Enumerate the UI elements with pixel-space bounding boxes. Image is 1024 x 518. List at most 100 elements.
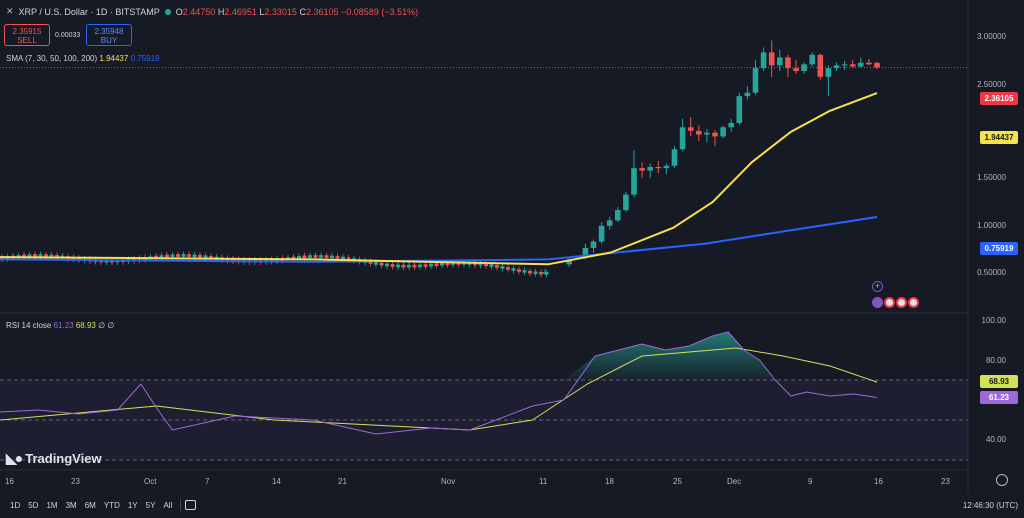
candle-body xyxy=(696,130,702,135)
range-1m-button[interactable]: 1M xyxy=(46,500,58,510)
candle-body xyxy=(209,256,213,259)
flag-icon[interactable] xyxy=(872,297,920,309)
candle-body xyxy=(374,262,378,265)
candle-body xyxy=(752,68,759,93)
sma-slow-tag: 0.75919 xyxy=(980,242,1018,255)
buy-button[interactable]: 2.35948 BUY xyxy=(86,24,132,46)
candle-body xyxy=(623,194,629,211)
candle-body xyxy=(192,254,197,258)
candle-body xyxy=(728,122,734,128)
rsi-tick: 80.00 xyxy=(985,356,1006,365)
sma-fast-value: 1.94437 xyxy=(99,54,129,63)
candle-body xyxy=(590,241,597,248)
calendar-range-icon[interactable] xyxy=(185,500,197,510)
candle-body xyxy=(801,64,807,71)
candle-body xyxy=(346,257,351,261)
candle-body xyxy=(533,271,538,275)
candle-body xyxy=(495,265,499,268)
date-tick: 9 xyxy=(808,477,813,486)
candle-body xyxy=(539,271,543,275)
tradingview-mark-icon: ◣● xyxy=(6,450,23,466)
range-1y-button[interactable]: 1Y xyxy=(127,500,138,510)
clock-time[interactable]: 12:46:30 (UTC) xyxy=(962,500,1018,510)
candle-body xyxy=(324,255,329,258)
candle-body xyxy=(308,255,312,258)
date-tick: 11 xyxy=(539,477,548,486)
candle-body xyxy=(429,263,433,267)
candle-body xyxy=(297,255,301,259)
range-3m-button[interactable]: 3M xyxy=(65,500,77,510)
live-dot-icon xyxy=(164,8,171,15)
candle-body xyxy=(500,266,505,269)
date-tick: 7 xyxy=(205,477,210,486)
candle-body xyxy=(687,127,694,131)
candle-body xyxy=(506,267,510,270)
candle-body xyxy=(874,62,880,68)
range-ytd-button[interactable]: YTD xyxy=(103,500,120,510)
symbol-title[interactable]: XRP / U.S. Dollar · 1D · BITSTAMP xyxy=(18,6,160,17)
date-tick: 23 xyxy=(71,477,80,486)
candle-body xyxy=(434,263,439,266)
range-5d-button[interactable]: 5D xyxy=(28,500,39,510)
candle-body xyxy=(44,254,48,257)
settings-icon[interactable] xyxy=(996,474,1008,486)
candle-body xyxy=(655,166,662,169)
candle-body xyxy=(203,255,208,259)
candle-body xyxy=(841,64,848,66)
candle-body xyxy=(319,255,323,258)
candle-body xyxy=(866,62,872,65)
candle-body xyxy=(401,264,406,268)
date-tick: 18 xyxy=(605,477,614,486)
candle-body xyxy=(566,259,572,265)
candle-body xyxy=(598,225,605,242)
candle-body xyxy=(33,254,37,257)
price-tick: 1.50000 xyxy=(977,173,1006,182)
rsi-ma-value: 68.93 xyxy=(75,321,96,330)
candle-body xyxy=(341,256,345,260)
candle-body xyxy=(522,270,527,273)
sma-label: SMA (7, 30, 50, 100, 200) xyxy=(6,54,98,63)
symbol-header: ✕ XRP / U.S. Dollar · 1D · BITSTAMP O2.4… xyxy=(6,6,418,17)
rsi-extra: ∅ ∅ xyxy=(98,321,115,330)
date-tick: 21 xyxy=(338,477,347,486)
candle-body xyxy=(154,255,158,259)
candle-body xyxy=(198,254,202,258)
rsi-legend[interactable]: RSI 14 close 61.23 68.93 ∅ ∅ xyxy=(6,321,114,330)
rsi-ma-tag: 68.93 xyxy=(980,375,1018,388)
candle-body xyxy=(159,255,164,258)
rsi-overbought-fill xyxy=(563,332,791,380)
rsi-tag: 61.23 xyxy=(980,391,1018,404)
candle-body xyxy=(165,254,169,258)
date-tick: 16 xyxy=(874,477,883,486)
candle-body xyxy=(777,57,783,66)
candle-body xyxy=(440,262,444,266)
bottom-toolbar: 1D 5D 1M 3M 6M YTD 1Y 5Y All 12:46:30 (U… xyxy=(0,492,1024,518)
toolbar-divider xyxy=(180,499,182,511)
date-tick: 16 xyxy=(5,477,14,486)
sell-button[interactable]: 2.35915 SELL xyxy=(4,24,50,46)
buy-price: 2.35948 xyxy=(94,27,124,36)
plus-icon[interactable]: + xyxy=(872,281,883,292)
sma-legend[interactable]: SMA (7, 30, 50, 100, 200) 1.94437 0.7591… xyxy=(6,54,159,63)
candle-body xyxy=(517,269,521,272)
range-1d-button[interactable]: 1D xyxy=(10,500,21,510)
close-icon[interactable]: ✕ xyxy=(6,6,14,16)
candle-body xyxy=(582,247,589,258)
sma-fast-tag: 1.94437 xyxy=(980,131,1018,144)
candle-body xyxy=(368,261,373,264)
candle-body xyxy=(330,255,334,259)
range-5y-button[interactable]: 5Y xyxy=(145,500,156,510)
rsi-tick: 100.00 xyxy=(981,316,1006,325)
candle-body xyxy=(793,68,799,71)
tradingview-logo: ◣● TradingView xyxy=(6,450,102,467)
candle-body xyxy=(176,254,180,257)
candle-body xyxy=(712,132,718,137)
price-tick: 1.00000 xyxy=(977,221,1006,230)
candle-body xyxy=(544,272,549,275)
candle-body xyxy=(269,259,274,262)
range-6m-button[interactable]: 6M xyxy=(84,500,96,510)
candle-body xyxy=(187,254,191,257)
chart-canvas[interactable] xyxy=(0,0,1024,492)
spread-value: 0.00033 xyxy=(55,32,81,39)
range-all-button[interactable]: All xyxy=(163,500,173,510)
